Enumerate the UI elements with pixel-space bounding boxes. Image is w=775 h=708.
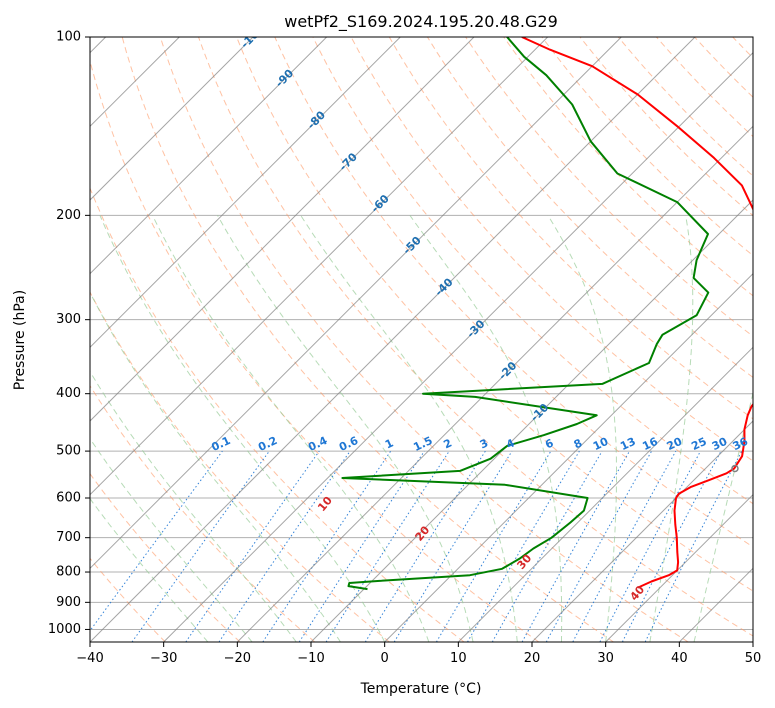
moist-adiabat [90,370,297,642]
moist-adiabat [217,215,474,642]
dry-adiabat [159,37,689,642]
dry-adiabat [274,37,753,548]
dry-adiabat [388,37,753,420]
dry-adiabat [503,37,753,297]
mixing-ratio-line [218,450,351,642]
mixing-ratio-label: 13 [618,435,637,453]
dewpoint-line [341,37,710,591]
dry-adiabat [121,37,614,642]
y-tick-label: 400 [56,386,81,401]
mixing-ratio-line [131,450,270,642]
lcl-marker [731,464,739,473]
y-tick-label: 500 [56,444,81,459]
x-tick-label: 10 [450,651,467,666]
y-tick-label: 300 [56,312,81,327]
mixing-ratio-line [185,450,320,642]
x-tick-label: 0 [381,651,389,666]
mixing-ratio-label: 10 [591,435,611,453]
x-axis-label: Temperature (°C) [360,681,482,697]
temperature-line [521,37,753,589]
dry-adiabat [90,291,390,642]
x-tick-label: 40 [671,651,688,666]
moist-adiabat [409,215,563,642]
y-tick-label: 600 [56,491,81,506]
x-tick-label: −20 [224,651,251,666]
moist-adiabat [152,215,430,642]
moist-adiabat [649,215,694,642]
chart-title: wetPf2_S169.2024.195.20.48.G29 [284,12,558,32]
isotherm [236,125,753,642]
isotherm [457,346,753,642]
y-tick-label: 900 [56,595,81,610]
moist-adiabat [90,497,209,642]
dry-adiabat [90,384,316,642]
isotherm [90,37,254,201]
mixing-ratio-line [521,450,630,642]
x-tick-label: −30 [150,651,177,666]
mixing-ratio-line [325,450,450,642]
moist-adiabat [547,215,617,642]
dry-adiabat [90,186,465,642]
plot-frame [89,36,754,643]
mixing-ratio-line [491,450,603,642]
dry-adiabat [236,37,753,592]
isotherm [90,37,328,275]
moist-adiabat [99,215,386,642]
y-tick-label: 700 [56,530,81,545]
y-tick-label: 800 [56,565,81,580]
y-axis-label: Pressure (hPa) [12,290,28,390]
dry-adiabats [90,37,753,642]
y-tick-label: 200 [56,208,81,223]
mixing-ratio-line [467,450,580,642]
mixing-ratio-line [435,450,552,642]
x-tick-label: 30 [597,651,614,666]
dry-adiabat [312,37,753,505]
isotherm [605,493,753,642]
isotherm [90,37,401,349]
dry-adiabat [426,37,753,378]
isotherm [384,272,753,642]
mixing-ratio-label: 36 [731,435,751,453]
mixing-ratio-line [572,450,677,642]
dry-adiabat [617,37,753,177]
mixing-ratio-label: 30 [710,435,730,453]
isotherm [90,37,549,496]
mixing-ratio-line [90,450,223,632]
isotherm [90,37,622,570]
y-tick-label: 100 [56,30,81,45]
skewed-isotherms [90,37,753,642]
pressure-gridlines [90,37,753,630]
dry-adiabat [90,59,540,642]
mixing-ratio-label: 16 [640,435,660,453]
x-tick-label: 20 [524,651,541,666]
sounding-profiles [341,37,753,591]
y-tick-label: 1000 [48,622,81,637]
moist-adiabat [90,437,253,642]
moist-adiabats [90,215,753,642]
moist-adiabat [90,291,341,642]
isotherm [90,37,475,422]
x-tick-label: −40 [76,651,103,666]
axes: −40 −30 −20 −10 0 10 20 30 40 50 1000 900 800 700 600 5… [48,30,761,667]
mixing-ratio-label: 25 [689,435,708,453]
mixing-ratio-label: 20 [665,435,685,453]
x-tick-label: 50 [745,651,762,666]
mixing-ratio-line [393,450,513,642]
isotherm [310,199,753,642]
dry-adiabat [198,37,753,637]
mixing-ratio-line [364,450,486,642]
isotherm [90,37,696,642]
isotherm [163,51,753,642]
x-tick-label: −10 [297,651,324,666]
isotherm [531,420,753,642]
